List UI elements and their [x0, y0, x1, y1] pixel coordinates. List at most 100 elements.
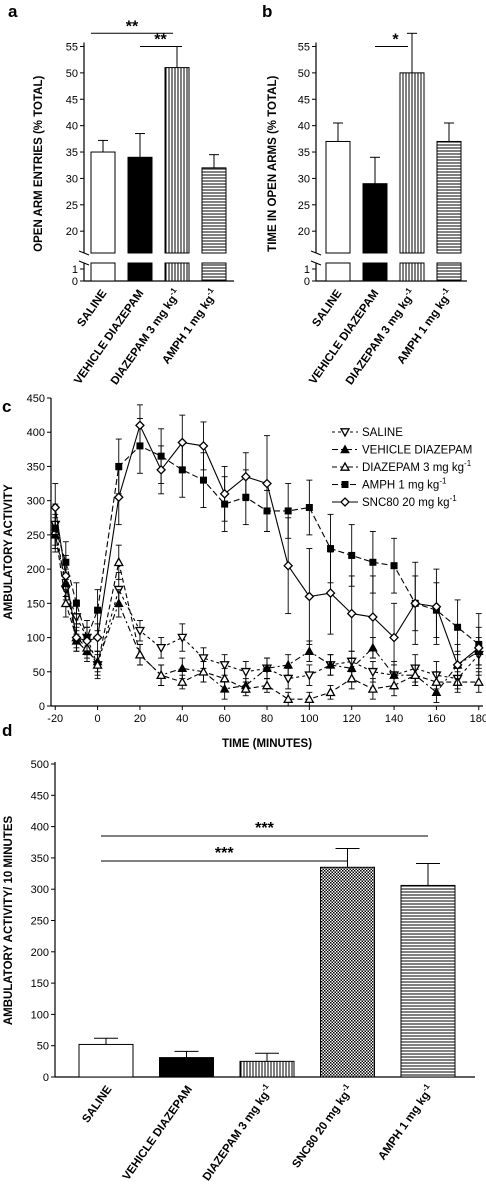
x-tick-label: SNC80 20 mg kg-1	[288, 1082, 356, 1171]
y-tick-label: 500	[31, 759, 49, 771]
x-tick-label: VEHICLE DIAZEPAM	[307, 288, 381, 387]
data-point	[82, 636, 92, 646]
data-point	[92, 632, 103, 643]
y-axis-label: TIME IN OPEN ARMS (% TOTAL)	[267, 76, 279, 252]
data-point	[134, 649, 146, 659]
axis-break-mark	[310, 260, 322, 266]
y-axis-label: OPEN ARM ENTRIES (% TOTAL)	[33, 76, 45, 252]
significance-marker: **	[126, 18, 139, 35]
panel-label: b	[262, 2, 272, 21]
bar	[399, 72, 425, 254]
data-point	[283, 560, 294, 571]
data-point	[367, 612, 378, 622]
y-tick-label: 0	[39, 701, 45, 713]
data-point	[156, 669, 167, 680]
data-point	[219, 673, 230, 683]
data-point	[369, 558, 377, 566]
x-tick-label: AMPH 1 mg kg-1	[374, 1082, 437, 1163]
x-tick-label: DIAZEPAM 3 mg kg-1	[341, 286, 418, 388]
y-tick-label: 20	[298, 226, 310, 238]
legend-label: SALINE	[362, 427, 403, 439]
data-point	[60, 571, 71, 581]
legend-marker	[341, 481, 349, 488]
y-tick-label: 55	[298, 42, 310, 54]
bar	[159, 1057, 214, 1078]
y-tick-label: 25	[66, 200, 78, 212]
data-point	[240, 667, 251, 678]
y-tick-label: 400	[31, 822, 49, 834]
y-tick-label: 150	[31, 978, 49, 990]
data-point	[115, 462, 123, 470]
y-tick-label: 200	[31, 947, 49, 959]
x-tick-label: 140	[385, 713, 403, 725]
data-point	[71, 632, 82, 643]
x-tick-label: 160	[427, 713, 445, 725]
legend-label: AMPH 1 mg kg-1	[362, 477, 447, 492]
data-point	[283, 674, 294, 684]
y-tick-label: 55	[66, 42, 78, 54]
data-point	[262, 663, 272, 673]
y-tick-label: 400	[27, 427, 45, 439]
bar-lower	[362, 262, 388, 282]
bar	[436, 140, 462, 254]
data-point	[304, 693, 315, 704]
legend-marker	[339, 461, 351, 471]
x-tick-label: 180	[470, 713, 486, 725]
legend-marker	[340, 497, 350, 507]
bar-lower	[399, 262, 425, 282]
data-point	[113, 556, 124, 567]
panel-label: c	[2, 397, 11, 416]
x-tick-label: VEHICLE DIAZEPAM	[121, 1084, 195, 1183]
data-point	[390, 562, 398, 570]
bar	[325, 140, 351, 254]
bar	[400, 884, 456, 1078]
y-tick-label: 250	[31, 916, 49, 928]
y-tick-label: 100	[27, 633, 45, 645]
legend-label: SNC80 20 mg kg-1	[362, 494, 457, 509]
data-point	[50, 502, 61, 513]
data-point	[261, 680, 273, 690]
data-point	[367, 683, 378, 693]
legend-label: DIAZEPAM 3 mg kg-1	[362, 459, 472, 474]
data-point	[325, 659, 336, 669]
data-point	[325, 588, 336, 598]
x-tick-label: SALINE	[80, 1084, 114, 1126]
y-tick-label: 30	[298, 173, 310, 185]
x-tick-label: SALINE	[310, 288, 344, 330]
data-point	[262, 478, 272, 489]
data-point	[134, 626, 146, 637]
legend-marker	[340, 444, 350, 454]
data-point	[198, 666, 209, 676]
y-tick-label: 40	[298, 121, 310, 133]
data-point	[92, 659, 103, 669]
data-point	[388, 680, 400, 690]
significance-marker: *	[392, 32, 399, 49]
bar	[164, 67, 190, 254]
data-point	[177, 663, 188, 673]
y-tick-label: 1	[304, 264, 310, 276]
y-tick-label: 45	[66, 94, 78, 106]
y-tick-label: 1	[72, 264, 78, 276]
y-tick-label: 20	[66, 226, 78, 238]
panel-label: d	[2, 721, 12, 740]
x-tick-label: SALINE	[75, 288, 109, 330]
data-point	[367, 667, 378, 678]
y-tick-label: 50	[37, 1041, 49, 1053]
y-tick-label: 100	[31, 1009, 49, 1021]
data-point	[410, 598, 421, 609]
data-point	[325, 686, 336, 697]
x-tick-label: 0	[95, 713, 101, 725]
y-tick-label: 50	[298, 68, 310, 80]
y-tick-label: 300	[27, 496, 45, 508]
legend-marker	[339, 428, 351, 438]
y-tick-label: 35	[298, 147, 310, 159]
axis-break-mark	[78, 250, 90, 256]
data-point	[156, 643, 167, 654]
y-tick-label: 50	[33, 667, 45, 679]
panel-label: a	[8, 2, 18, 21]
data-point	[431, 601, 442, 612]
x-tick-label: 100	[300, 713, 318, 725]
y-axis-label: AMBULATORY ACTIVITY/ 10 MINUTES	[3, 815, 15, 1025]
